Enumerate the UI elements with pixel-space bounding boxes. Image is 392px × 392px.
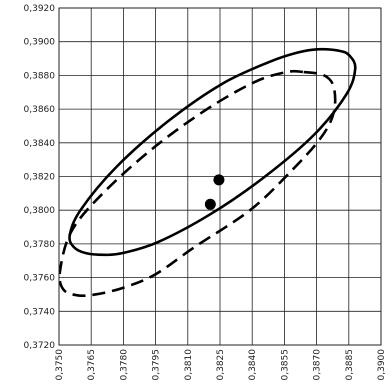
x-tick-label: 0,3885 bbox=[345, 349, 355, 381]
y-tick-label: 0,3920 bbox=[24, 4, 56, 14]
x-tick-label: 0,3765 bbox=[87, 349, 97, 381]
x-tick-label: 0,3870 bbox=[313, 349, 323, 381]
plot-frame bbox=[58, 7, 382, 346]
x-tick-label: 0,3825 bbox=[216, 349, 226, 381]
y-axis-tick-labels: 0,3720 0,3740 0,3760 0,3780 0,3800 0,3820 0,38… bbox=[24, 4, 56, 351]
dashed-ellipse bbox=[58, 69, 337, 298]
data-point-1 bbox=[204, 198, 216, 210]
y-tick-label: 0,3900 bbox=[24, 38, 56, 48]
x-tick-label: 0,3900 bbox=[377, 349, 387, 381]
y-tick-label: 0,3880 bbox=[24, 71, 56, 81]
y-tick-label: 0,3840 bbox=[24, 139, 56, 149]
y-tick-label: 0,3720 bbox=[24, 341, 56, 351]
y-tick-label: 0,3820 bbox=[24, 173, 56, 183]
y-tick-label: 0,3800 bbox=[24, 206, 56, 216]
x-tick-label: 0,3855 bbox=[280, 349, 290, 381]
solid-ellipse bbox=[68, 47, 357, 257]
x-tick-label: 0,3780 bbox=[119, 349, 129, 381]
data-points bbox=[204, 174, 225, 210]
y-tick-label: 0,3780 bbox=[24, 240, 56, 250]
x-tick-label: 0,3795 bbox=[152, 349, 162, 381]
x-tick-label: 0,3750 bbox=[55, 349, 65, 381]
x-tick-label: 0,3810 bbox=[184, 349, 194, 381]
y-tick-label: 0,3740 bbox=[24, 307, 56, 317]
x-tick-label: 0,3840 bbox=[248, 349, 258, 381]
x-axis-tick-labels: 0,3750 0,3765 0,3780 0,3795 0,3810 0,3825 0,38… bbox=[55, 349, 387, 381]
y-tick-label: 0,3760 bbox=[24, 274, 56, 284]
y-tick-label: 0,3860 bbox=[24, 105, 56, 115]
data-point-2 bbox=[213, 174, 225, 186]
confidence-ellipses bbox=[58, 47, 357, 298]
